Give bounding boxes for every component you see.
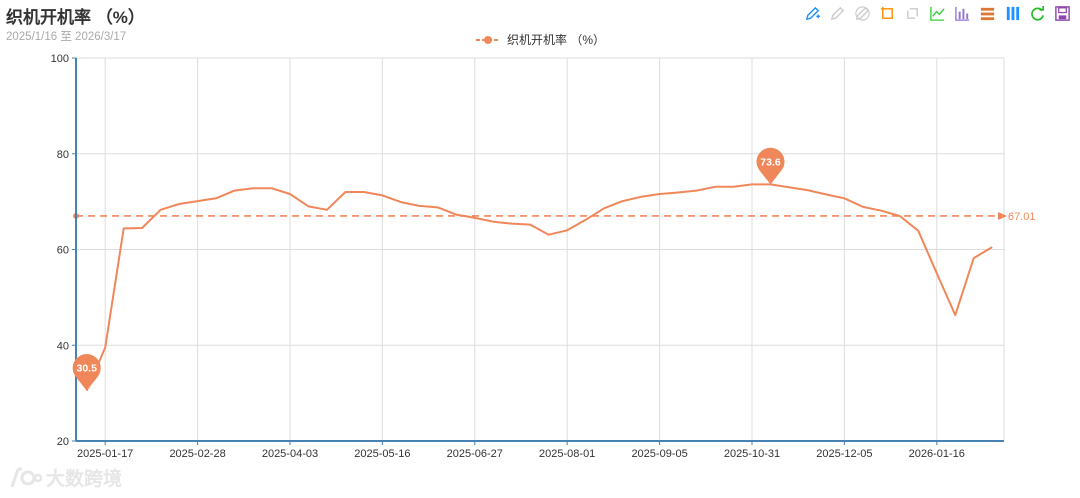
mark-points: 30.5 73.6 [72, 147, 785, 391]
x-tick-label: 2026-01-16 [909, 448, 965, 460]
save-image-icon[interactable] [1053, 4, 1072, 23]
mark-point-max: 73.6 [756, 147, 785, 185]
page-subtitle: 2025/1/16 至 2026/3/17 [6, 31, 127, 43]
mark-point-min: 30.5 [72, 354, 101, 391]
x-tick-label: 2025-04-03 [262, 448, 318, 460]
tiled-icon[interactable] [1003, 4, 1022, 23]
average-line-arrow [998, 211, 1007, 220]
x-tick-label: 2025-09-05 [631, 448, 687, 460]
mark-point-label: 73.6 [760, 156, 781, 168]
mark-pen-icon[interactable] [803, 4, 822, 23]
mark-undo-icon[interactable] [828, 4, 847, 23]
chart-toolbox [803, 4, 1072, 23]
y-tick-label: 100 [51, 53, 69, 65]
mark-point-pin [72, 354, 101, 391]
legend-line-marker [475, 35, 500, 44]
x-tick-label: 2025-02-28 [169, 448, 225, 460]
watermark-text: 大数跨境 [46, 469, 123, 490]
x-tick-label: 2025-10-31 [724, 448, 780, 460]
watermark-logo-icon [10, 467, 42, 487]
chart-grid [76, 57, 1005, 441]
stack-icon[interactable] [978, 4, 997, 23]
data-zoom-reset-icon[interactable] [903, 4, 922, 23]
x-tick-label: 2025-05-16 [354, 448, 410, 460]
x-tick-label: 2025-01-17 [77, 448, 133, 460]
y-tick-label: 20 [57, 436, 69, 448]
y-tick-label: 40 [57, 340, 69, 352]
x-tick-label: 2025-08-01 [539, 448, 595, 460]
average-line-label: 67.01 [1008, 211, 1036, 223]
y-tick-label: 60 [57, 245, 69, 257]
line-chart-icon[interactable] [928, 4, 947, 23]
data-zoom-icon[interactable] [878, 4, 897, 23]
mark-point-pin [756, 147, 785, 185]
x-tick-label: 2025-06-27 [447, 448, 503, 460]
x-tick-label: 2025-12-05 [816, 448, 872, 460]
restore-icon[interactable] [1028, 4, 1047, 23]
series-line [85, 183, 993, 392]
mark-clear-icon[interactable] [853, 4, 872, 23]
series-layer [85, 183, 993, 392]
y-tick-label: 80 [57, 149, 69, 161]
chart-legend[interactable]: 织机开机率 （%） [0, 31, 1080, 48]
page-title: 织机开机率 （%） [6, 8, 145, 27]
legend-label: 织机开机率 （%） [506, 33, 605, 47]
chart-axes: 20 40 60 80 100 2025-01-17 2025-02-28 2025-04-0… [51, 53, 1004, 460]
watermark: 大数跨境 [8, 464, 122, 491]
bar-chart-icon[interactable] [953, 4, 972, 23]
mark-point-label: 30.5 [76, 363, 97, 375]
